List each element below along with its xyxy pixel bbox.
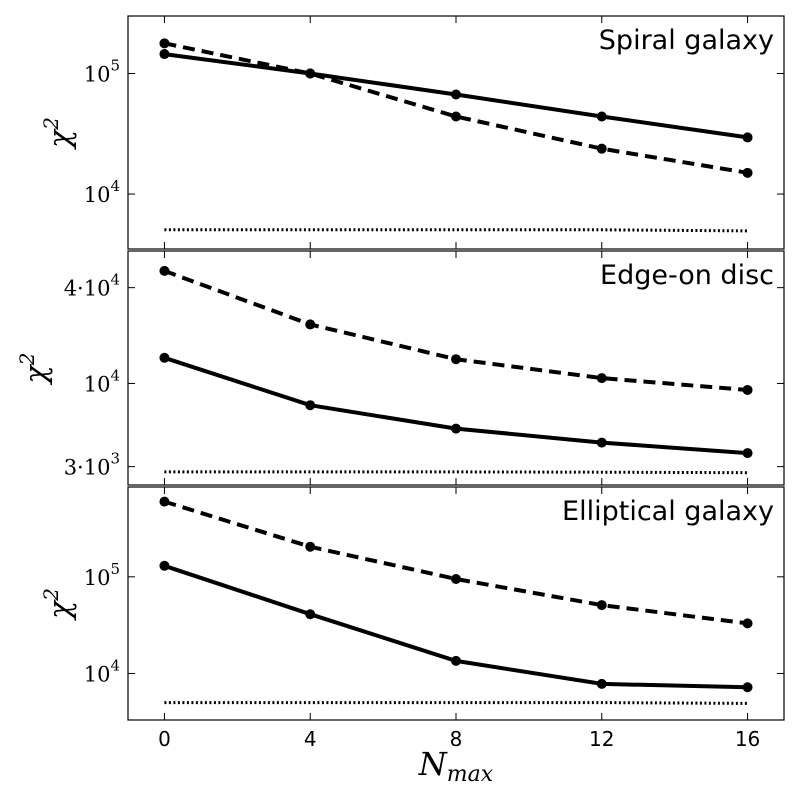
data-point-solid: [451, 655, 461, 666]
y-tick-label-exponent: 4: [110, 656, 120, 674]
y-tick-label-exponent: 5: [110, 560, 120, 578]
data-point-solid: [451, 423, 461, 434]
x-axis-label-sub: max: [447, 762, 494, 787]
data-point-solid: [742, 448, 753, 459]
data-point-solid: [596, 437, 607, 448]
panel-title: Spiral galaxy: [599, 25, 774, 56]
y-tick-label-exponent: 3: [110, 450, 120, 468]
y-axis-label-exponent: 2: [15, 353, 39, 367]
y-tick-label-exponent: 4: [110, 177, 120, 195]
x-tick-label: 4: [304, 727, 317, 751]
data-point-solid: [742, 132, 753, 143]
y-tick-label-exponent: 5: [110, 57, 120, 75]
y-tick-label-base: 10: [84, 662, 111, 686]
x-tick-label: 8: [450, 727, 463, 751]
x-tick-label: 12: [589, 727, 614, 751]
series-line-dotted: [164, 701, 748, 705]
data-point-dashed: [159, 38, 170, 49]
data-point-dashed: [305, 319, 316, 330]
series-line-solid: [163, 563, 748, 690]
data-point-dashed: [742, 167, 753, 178]
y-axis-label-exponent: 2: [39, 588, 63, 602]
y-axis-label: χ2: [39, 588, 78, 621]
y-tick-label-exponent: 4: [110, 366, 120, 384]
data-point-dashed: [305, 68, 316, 79]
data-point-dashed: [451, 354, 461, 365]
data-point-solid: [305, 400, 316, 411]
data-point-solid: [159, 560, 170, 571]
data-point-dashed: [305, 541, 316, 552]
data-point-dashed: [742, 618, 753, 629]
y-tick-label: 105: [84, 57, 120, 87]
y-tick-label: 105: [84, 560, 120, 590]
data-point-dashed: [742, 384, 753, 395]
data-point-dashed: [596, 600, 607, 611]
y-tick-label: 104: [84, 656, 120, 686]
data-point-dashed: [159, 265, 170, 276]
y-tick-label-base: 10: [84, 63, 111, 87]
series-line-dashed: [163, 41, 748, 175]
y-axis-label-symbol: χ: [43, 128, 78, 150]
series-line-solid: [163, 355, 748, 456]
y-axis-label-exponent: 2: [39, 117, 63, 131]
data-point-solid: [596, 678, 607, 689]
x-axis-label-base: N: [418, 745, 448, 783]
series-line-dashed: [163, 499, 748, 626]
data-point-dashed: [596, 373, 607, 384]
data-point-solid: [742, 682, 753, 693]
data-point-solid: [596, 111, 607, 122]
y-tick-label-base: 10: [84, 566, 111, 590]
panel-title: Elliptical galaxy: [562, 496, 774, 527]
data-point-dashed: [451, 111, 461, 122]
data-point-dashed: [596, 143, 607, 154]
y-tick-label-base: 10: [84, 183, 111, 207]
y-tick-label: 104: [84, 366, 120, 396]
y-tick-label: 104: [84, 177, 120, 207]
y-axis-label: χ2: [39, 117, 78, 150]
y-tick-label-base: 10: [84, 372, 111, 396]
y-axis-label-symbol: χ: [19, 363, 54, 385]
x-tick-label: 16: [735, 727, 760, 751]
data-point-dashed: [451, 573, 461, 584]
data-point-solid: [451, 89, 461, 100]
series-line-dotted: [164, 470, 748, 475]
data-point-solid: [159, 352, 170, 363]
y-tick-label-base: 3·10: [64, 456, 111, 480]
data-point-solid: [159, 49, 170, 60]
y-tick-label-base: 4·10: [64, 277, 111, 301]
data-point-dashed: [159, 496, 170, 507]
y-tick-label: 4·104: [64, 271, 120, 301]
series-line-dotted: [164, 228, 748, 233]
x-axis-tick-labels: 0 4 8 12 16: [158, 727, 760, 751]
data-point-solid: [305, 609, 316, 620]
y-axis-label: χ2: [15, 353, 54, 386]
y-axis-label-symbol: χ: [43, 599, 78, 621]
y-tick-label: 3·103: [64, 450, 120, 480]
panel-title: Edge-on disc: [600, 260, 774, 291]
x-axis-label: Nmax: [418, 745, 494, 787]
x-tick-label: 0: [158, 727, 171, 751]
y-tick-label-exponent: 4: [110, 271, 120, 289]
